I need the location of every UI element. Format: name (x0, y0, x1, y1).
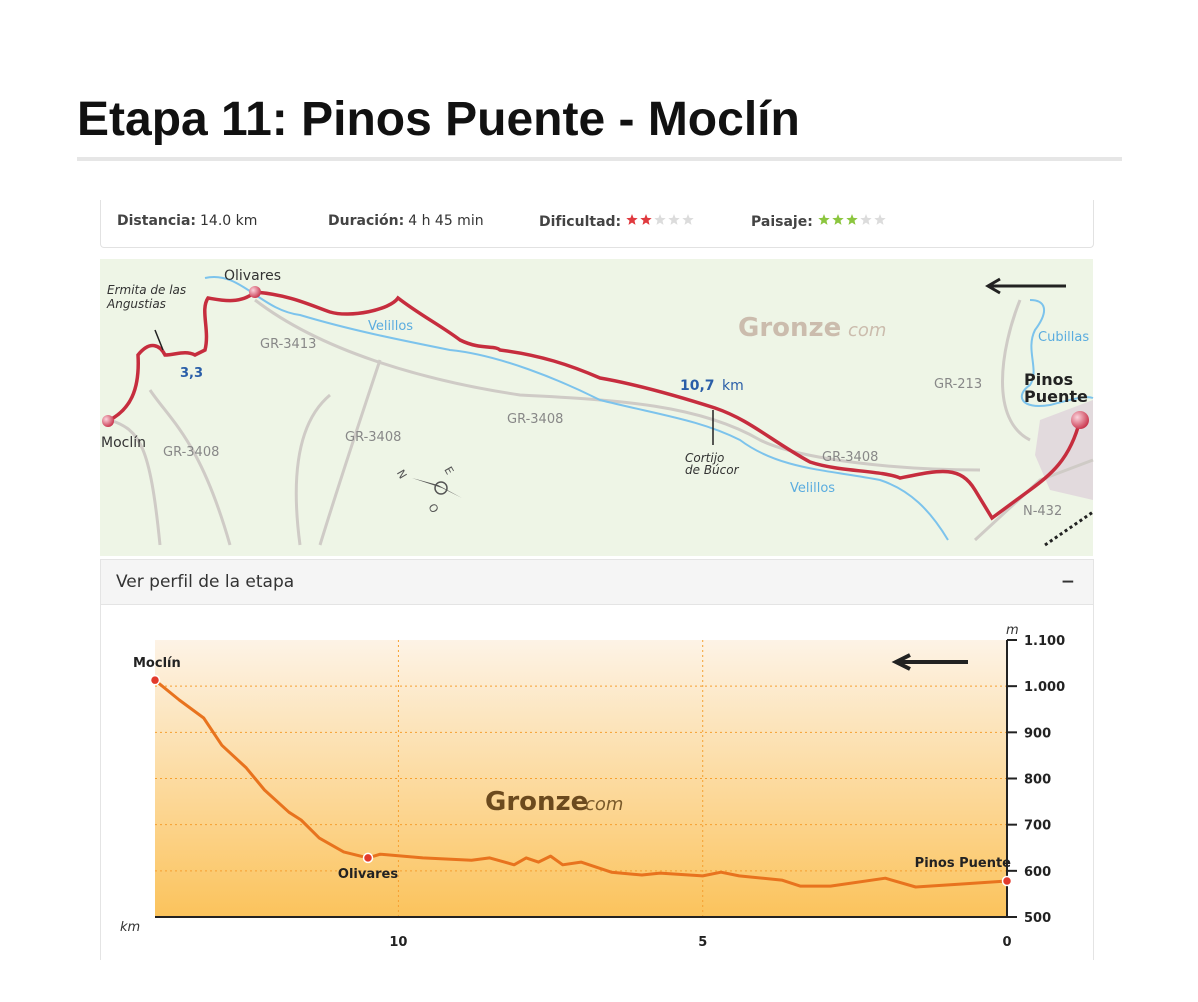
direction-arrow (985, 277, 1066, 295)
x-tick-label: 10 (389, 935, 407, 950)
profile-toggle[interactable]: Ver perfil de la etapa − (100, 559, 1094, 605)
river-label: Velillos (790, 481, 835, 496)
watermark: com (848, 320, 886, 341)
place-label: Puente (1024, 387, 1088, 406)
star-filled (832, 214, 844, 225)
star-empty (682, 214, 694, 225)
km-label: km (722, 378, 744, 394)
place-label: Pinos (1024, 370, 1073, 389)
stat: Dificultad: (539, 213, 699, 230)
start-marker (102, 415, 114, 427)
toggle-icon[interactable]: − (1060, 572, 1075, 592)
star-filled (846, 214, 858, 225)
waypoint-label: Olivares (338, 867, 398, 882)
rating (626, 214, 694, 225)
y-axis-label: m (1006, 623, 1019, 638)
road-label: GR-3408 (822, 450, 878, 465)
stats-box: Distancia: 14.0 km Duración: 4 h 45 min Difi… (100, 200, 1094, 248)
title-rule (77, 157, 1122, 161)
star-filled (818, 214, 830, 225)
road-label: GR-213 (934, 377, 982, 392)
star-empty (654, 214, 666, 225)
x-axis-label: km (120, 920, 140, 935)
waypoint-label: Moclín (133, 656, 181, 671)
stat: Distancia: 14.0 km (117, 213, 257, 229)
end-marker (1071, 411, 1089, 429)
y-tick-label: 1.000 (1024, 680, 1065, 695)
place-label: Cortijo (685, 451, 724, 465)
place-label: de Búcor (685, 463, 740, 477)
stat-label: Paisaje: (751, 214, 813, 230)
star-filled (626, 214, 638, 225)
place-label: Moclín (101, 435, 146, 451)
y-tick-label: 900 (1024, 726, 1051, 741)
waypoint-marker (249, 286, 261, 298)
y-tick-label: 600 (1024, 865, 1051, 880)
map-background (100, 259, 1093, 556)
route (107, 290, 1082, 521)
label-pointers (154, 329, 714, 445)
road-label: GR-3408 (345, 430, 401, 445)
stat-label: Distancia: (117, 213, 197, 229)
y-tick-label: 800 (1024, 773, 1051, 788)
stat: Paisaje: (751, 213, 891, 230)
rail (1044, 510, 1094, 547)
rivers (204, 275, 1094, 541)
place-label: Ermita de las (107, 283, 186, 297)
profile-panel (100, 604, 1094, 960)
river-label: Cubillas (1038, 330, 1089, 345)
km-label: 3,3 (180, 366, 203, 381)
rating (818, 214, 886, 225)
road-label: GR-3408 (163, 445, 219, 460)
y-tick-label: 1.100 (1024, 634, 1065, 649)
star-filled (640, 214, 652, 225)
watermark: Gronze (738, 313, 841, 343)
compass (412, 478, 462, 498)
y-tick-label: 700 (1024, 819, 1051, 834)
watermark: com (585, 794, 623, 815)
star-empty (874, 214, 886, 225)
map: Olivares Ermita de las Angustias 3,3 Vel… (100, 259, 1094, 556)
star-empty (860, 214, 872, 225)
stat-value: 4 h 45 min (408, 213, 484, 229)
x-tick-label: 0 (1002, 935, 1011, 950)
road-label: GR-3408 (507, 412, 563, 427)
waypoint-label: Pinos Puente (915, 856, 1012, 871)
toggle-label[interactable]: Ver perfil de la etapa (116, 572, 295, 592)
place-label: Olivares (224, 268, 281, 284)
watermark: Gronze (485, 787, 588, 817)
stat-label: Duración: (328, 213, 405, 229)
waypoint-marker (1001, 875, 1013, 887)
road-label: GR-3413 (260, 337, 316, 352)
y-tick-label: 500 (1024, 911, 1051, 926)
star-empty (668, 214, 680, 225)
stat-label: Dificultad: (539, 214, 622, 230)
elevation-line (154, 679, 1008, 889)
km-label: 10,7 (680, 378, 715, 394)
stat: Duración: 4 h 45 min (328, 213, 484, 229)
page-title: Etapa 11: Pinos Puente - Moclín (77, 93, 800, 146)
place-label: Angustias (106, 297, 166, 311)
direction-arrow (891, 653, 968, 671)
map-labels: Olivares Ermita de las Angustias 3,3 Vel… (101, 268, 1089, 519)
stat-value: 14.0 km (200, 213, 258, 229)
waypoint-marker (149, 674, 161, 686)
x-tick-label: 5 (698, 935, 707, 950)
river-label: Velillos (368, 319, 413, 334)
waypoint-marker (362, 852, 374, 864)
road-label: N-432 (1023, 504, 1062, 519)
